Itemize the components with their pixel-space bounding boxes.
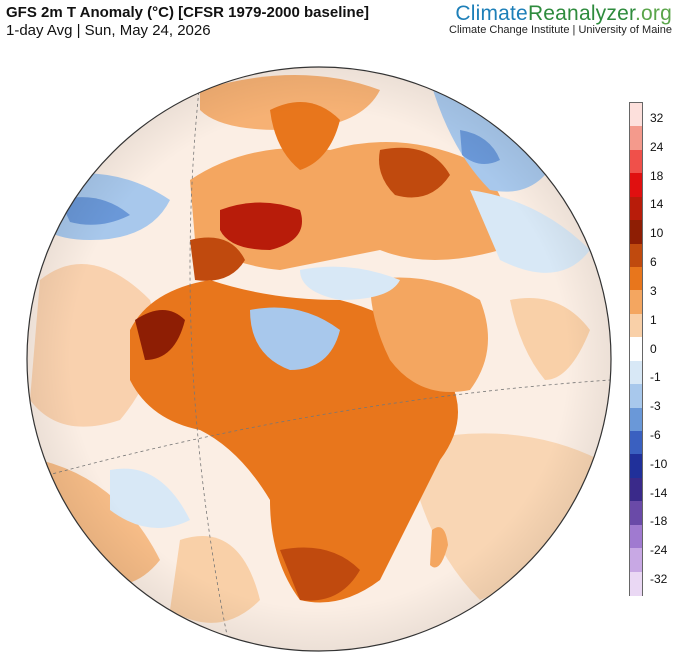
colorbar-tick-label: 1 [650,312,657,327]
colorbar-tick-label: 14 [650,197,664,212]
colorbar-segment [630,501,642,526]
map-date-subtitle: 1-day Avg | Sun, May 24, 2026 [6,22,211,39]
colorbar-tick-label: 32 [650,111,664,125]
map-title: GFS 2m T Anomaly (°C) [CFSR 1979-2000 ba… [6,4,370,21]
colorbar-tick-label: -10 [650,456,668,471]
colorbar-tick-label: -24 [650,543,668,558]
colorbar-tick-label: 3 [650,283,657,298]
colorbar-tick-label: -1 [650,370,661,385]
colorbar-tick-label: -18 [650,514,668,529]
colorbar-segment [630,149,642,174]
colorbar-tick-label: 0 [650,341,657,356]
colorbar-tick-label: -3 [650,399,661,414]
brand-subtitle: Climate Change Institute | University of… [449,24,672,36]
colorbar-tick-label: -32 [650,572,668,586]
brand-name: ClimateReanalyzer.org [455,2,672,25]
colorbar-segment [630,431,642,455]
colorbar-segment [630,337,642,362]
colorbar-segment [630,220,642,245]
colorbar-segment [630,243,642,268]
colorbar [629,102,643,596]
colorbar-tick-label: 24 [650,139,664,154]
colorbar-segment [630,454,642,479]
colorbar-segment [630,313,642,338]
colorbar-segment [630,407,642,432]
colorbar-segment [630,173,642,198]
colorbar-tick-label: 6 [650,255,657,270]
colorbar-tick-label: -6 [650,427,661,442]
colorbar-tick-label: 10 [650,226,664,241]
colorbar-segment [630,126,642,151]
colorbar-tick-label: 18 [650,168,664,183]
colorbar-tick-label: -14 [650,485,668,500]
colorbar-segment [630,360,642,385]
colorbar-segment [630,571,642,596]
colorbar-segment [630,196,642,221]
colorbar-segment [630,290,642,315]
colorbar-segment [630,384,642,409]
colorbar-segment [630,477,642,502]
colorbar-segment [630,267,642,291]
brand-logo[interactable]: ClimateReanalyzer.org Climate Change Ins… [449,2,672,36]
colorbar-segment [630,548,642,573]
colorbar-segment [630,103,642,127]
globe-outline [26,66,612,652]
colorbar-segment [630,524,642,549]
